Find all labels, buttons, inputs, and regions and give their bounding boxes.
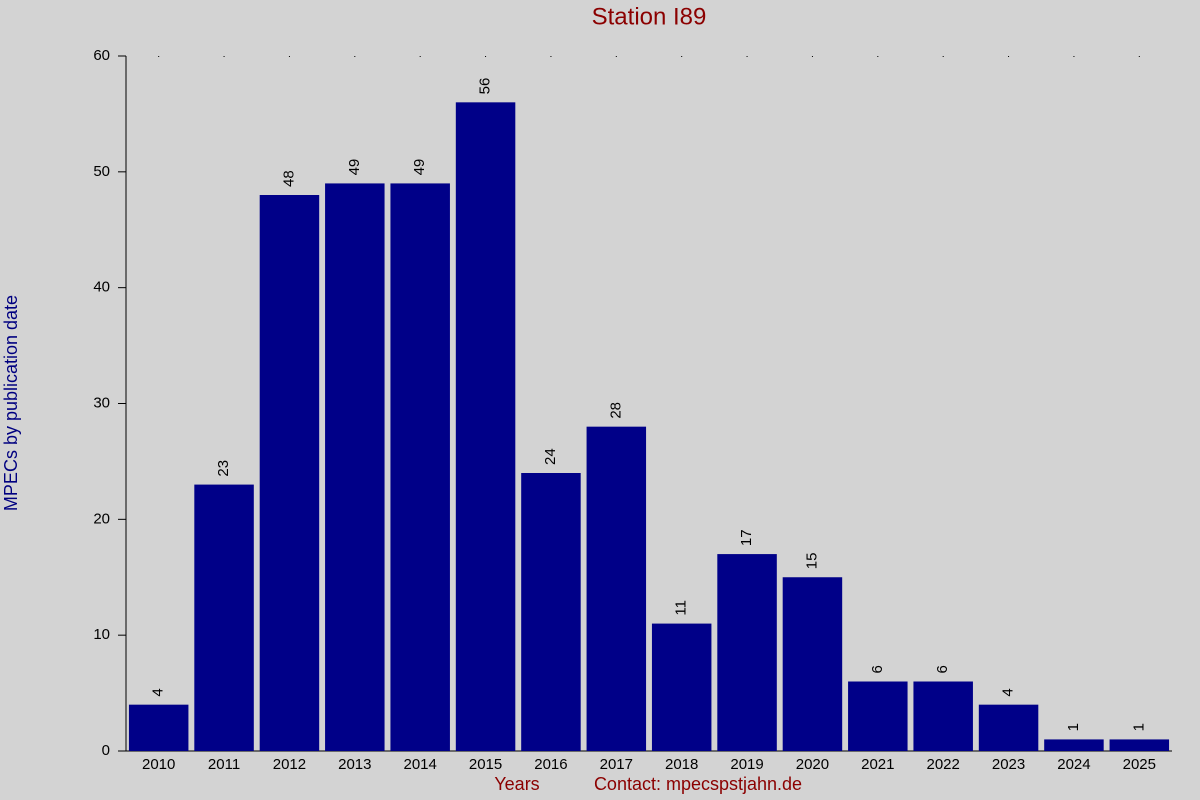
x-tick-label: 2022 (927, 756, 960, 773)
bar (978, 704, 1039, 751)
value-label: 6 (934, 665, 951, 673)
x-tick-label: 2023 (992, 756, 1025, 773)
value-label: 23 (215, 460, 232, 477)
value-label: 48 (280, 170, 297, 187)
bar (455, 102, 516, 752)
bar (586, 426, 647, 751)
value-label: 1 (1065, 723, 1082, 731)
x-tick-label: 2020 (796, 756, 829, 773)
y-axis-title: MPECs by publication date (1, 295, 21, 511)
y-tick-label: 20 (93, 510, 110, 527)
y-tick-label: 60 (93, 47, 110, 64)
x-tick-label: 2018 (665, 756, 698, 773)
x-tick-label: 2016 (534, 756, 567, 773)
value-label: 17 (738, 529, 755, 546)
bar (259, 195, 320, 751)
value-label: 11 (673, 600, 690, 616)
bar (325, 183, 385, 751)
bar (521, 473, 581, 751)
bar (1109, 739, 1170, 751)
x-tick-label: 2011 (208, 756, 240, 773)
x-tick-label: 2024 (1057, 756, 1090, 773)
bar (1044, 739, 1104, 751)
x-tick-label: 2019 (730, 756, 763, 773)
value-label: 1 (1130, 723, 1147, 731)
value-label: 28 (607, 402, 624, 419)
value-label: 4 (150, 688, 167, 696)
bar (717, 554, 777, 751)
value-label: 4 (1000, 688, 1017, 696)
value-label: 56 (477, 78, 494, 95)
value-label: 24 (542, 448, 559, 465)
value-label: 49 (346, 159, 363, 176)
bar (848, 681, 908, 751)
bar (913, 681, 973, 751)
value-label: 15 (803, 553, 820, 570)
y-tick-label: 50 (93, 163, 110, 180)
x-tick-label: 2013 (338, 756, 371, 773)
y-tick-label: 40 (93, 279, 110, 296)
contact: Contact: mpecspstjahn.de (594, 774, 802, 794)
bar (194, 484, 254, 751)
x-tick-label: 2021 (861, 756, 894, 773)
x-axis-title: Years (494, 774, 539, 794)
y-tick-label: 30 (93, 394, 110, 411)
chart-title: Station I89 (592, 3, 707, 30)
x-tick-label: 2012 (273, 756, 306, 773)
bar (128, 704, 189, 751)
x-tick-label: 2015 (469, 756, 502, 773)
bar (782, 577, 843, 751)
bar (390, 183, 450, 751)
value-label: 6 (869, 665, 886, 673)
x-tick-label: 2017 (600, 756, 633, 773)
x-tick-label: 2014 (404, 756, 437, 773)
x-tick-label: 2025 (1123, 756, 1156, 773)
y-tick-label: 0 (102, 742, 110, 759)
value-label: 49 (411, 159, 428, 176)
y-tick-label: 10 (93, 626, 110, 643)
bar (651, 623, 712, 751)
x-tick-label: 2010 (142, 756, 175, 773)
